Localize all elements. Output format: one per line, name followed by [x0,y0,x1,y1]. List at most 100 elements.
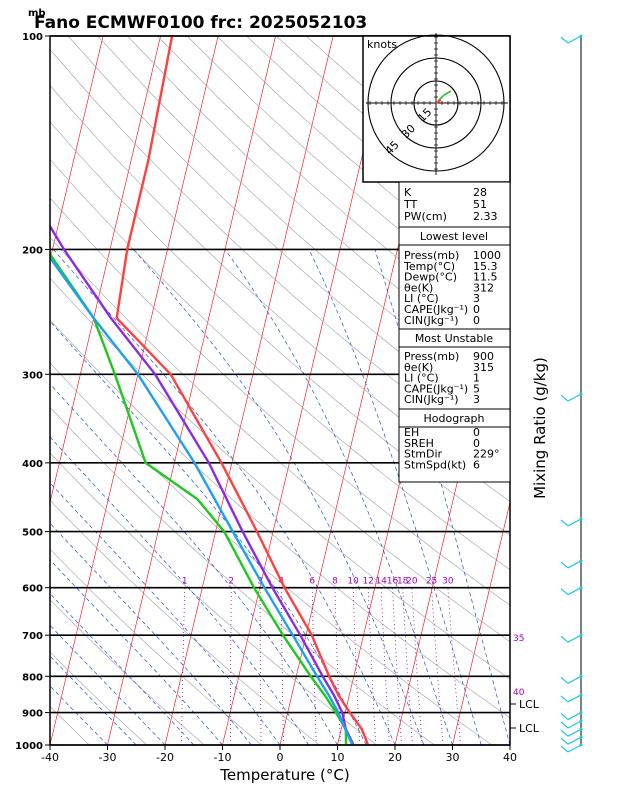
wind-barb-dot [579,711,583,715]
theta-label-35: 35 [513,634,524,644]
wind-barb [567,744,582,753]
table-value: 0 [473,437,480,450]
x-axis-label: Temperature (°C) [219,766,349,784]
wetbulb-line [50,255,354,745]
table-value: 28 [473,186,487,199]
table-key: LI (°C) [404,292,439,305]
table-section-title: Most Unstable [415,332,494,345]
x-tick-label: 40 [503,751,517,764]
wind-barb-dot [579,693,583,697]
dry-adiabat [50,237,510,643]
x-tick-label: 0 [277,751,284,764]
wind-profile [560,34,583,753]
y-tick-label: 200 [22,245,43,256]
wind-barb [567,560,582,569]
wind-barb [560,737,569,745]
moist-adiabat [50,559,223,745]
profiles [50,36,370,745]
table-key: Press(mb) [404,350,459,363]
wind-barb [567,728,582,737]
isotherm [50,36,161,504]
wind-barb [567,35,582,44]
mixing-ratio-label: 1 [182,577,188,587]
table-value: 3 [473,292,480,305]
wind-barb [560,713,569,721]
wind-barb [560,588,569,596]
wind-barb-dot [579,719,583,723]
wind-barb [560,394,569,402]
dry-adiabat [50,651,148,745]
table-key: CIN(Jkg⁻¹) [404,393,459,406]
y-tick-label: 800 [22,672,43,683]
wind-barb-dot [579,392,583,396]
dry-adiabat [50,362,493,745]
table-key: TT [403,198,418,211]
lcl-label-upper: LCL [519,698,540,711]
dry-adiabat [67,36,510,438]
wind-barb-dot [579,517,583,521]
wind-barb-dot [579,633,583,637]
right-axis-label: Mixing Ratio (g/kg) [531,357,549,499]
table-value: 0 [473,314,480,327]
table-key: StmDir [404,448,443,461]
wind-barb-dot [579,743,583,747]
mixing-ratio-label: 30 [442,577,454,587]
table-value: 0 [473,426,480,439]
wind-barb [567,393,582,402]
x-tick-label: -20 [156,751,174,764]
wind-barb [567,518,582,527]
wind-barb [560,519,569,527]
table-key: PW(cm) [404,210,447,223]
table-value: 6 [473,458,480,471]
table-value: 3 [473,393,480,406]
hodograph-unit: knots [367,38,397,51]
hodograph-trace [435,99,442,104]
isotherm [107,36,276,745]
mixing-ratio-label: 10 [347,577,359,587]
x-tick-label: -30 [99,751,117,764]
isotherm [452,501,510,745]
wind-barb-dot [579,735,583,739]
wind-barb [567,675,582,684]
temperature-axis: -40 -30 -20 -10 0 10 20 30 40 [41,745,517,764]
x-tick-label: 30 [446,751,460,764]
table-key: θe(K) [404,361,433,374]
lcl-label-lower: LCL [519,722,540,735]
mixing-ratio-label: 20 [406,577,418,587]
wind-barb-dot [579,674,583,678]
table-value: 0 [473,303,480,316]
hodograph-trace [437,90,452,102]
x-tick-label: -10 [214,751,232,764]
y-tick-label: 1000 [15,741,43,752]
dry-adiabat [50,499,320,745]
dry-adiabat [50,406,435,745]
wind-barb-dot [579,34,583,38]
wind-barb [560,561,569,569]
table-value: 51 [473,198,487,211]
x-tick-label: 20 [388,751,402,764]
table-value: 1000 [473,249,501,262]
table-value: 1 [473,372,480,385]
wind-barb [567,634,582,643]
dry-adiabat [50,49,510,470]
wind-barb [560,721,569,729]
wind-barb [560,635,569,643]
mixing-ratio-label: 14 [375,577,387,587]
mixing-ratio-label: 6 [309,577,315,587]
table-key: EH [404,426,419,439]
dry-adiabat [50,197,510,606]
table-key: CAPE(Jkg⁻¹) [404,303,468,316]
wind-barb [567,712,582,721]
lcl-markers: LCL LCL [510,698,540,735]
table-key: Temp(°C) [403,260,455,273]
wind-barb [560,36,569,44]
x-tick-label: 10 [331,751,345,764]
pressure-axis: 100 200 300 400 500 600 700 800 900 1000 [15,32,50,752]
wind-barb [567,694,582,703]
dry-adiabat [50,548,263,745]
table-value: 312 [473,281,494,294]
table-key: K [404,186,412,199]
y-tick-label: 300 [22,370,43,381]
y-tick-label: 500 [22,528,43,539]
